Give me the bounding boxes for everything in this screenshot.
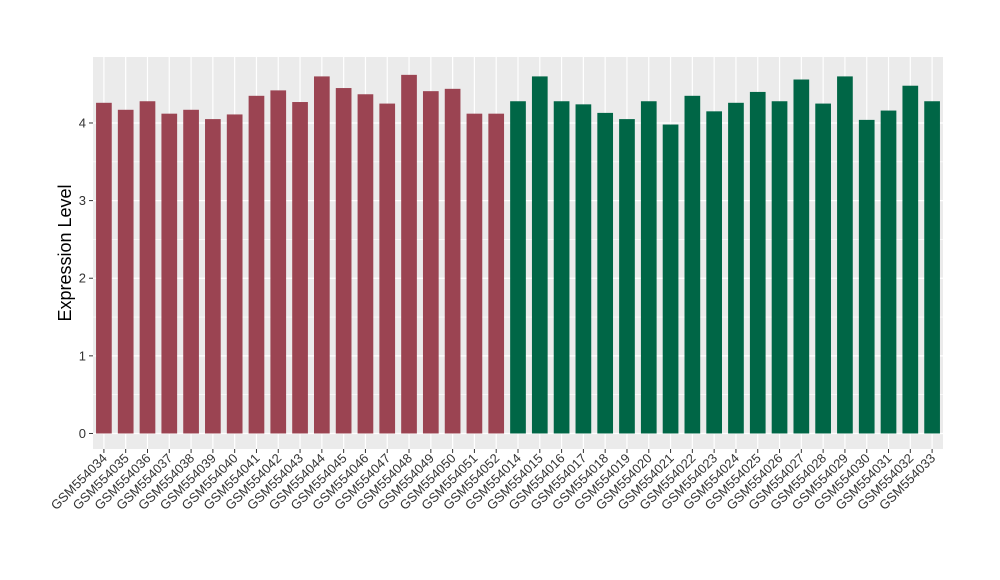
bar-GSM554042 bbox=[270, 90, 287, 434]
bar-GSM554017 bbox=[575, 104, 592, 434]
y-tick-label: 0 bbox=[79, 426, 86, 441]
bar-GSM554015 bbox=[531, 76, 548, 434]
bar-GSM554025 bbox=[749, 91, 766, 434]
bar-GSM554014 bbox=[510, 101, 526, 434]
y-axis-title: Expression Level bbox=[55, 184, 75, 321]
bar-GSM554038 bbox=[183, 109, 199, 434]
bar-GSM554051 bbox=[466, 113, 483, 434]
bar-GSM554045 bbox=[335, 88, 352, 434]
bar-GSM554052 bbox=[488, 113, 505, 434]
bars bbox=[96, 74, 940, 434]
bar-GSM554041 bbox=[248, 95, 265, 434]
bar-GSM554029 bbox=[837, 76, 853, 434]
bar-GSM554040 bbox=[226, 114, 243, 434]
bar-GSM554020 bbox=[640, 101, 657, 434]
bar-GSM554044 bbox=[314, 76, 330, 434]
bar-GSM554027 bbox=[793, 79, 810, 434]
bar-GSM554018 bbox=[597, 112, 614, 434]
bar-GSM554034 bbox=[96, 102, 112, 434]
bar-GSM554032 bbox=[902, 85, 919, 434]
bar-GSM554047 bbox=[379, 103, 396, 434]
y-tick-label: 4 bbox=[79, 115, 86, 130]
bar-GSM554039 bbox=[205, 119, 221, 434]
bar-GSM554033 bbox=[924, 101, 940, 434]
bar-GSM554022 bbox=[684, 95, 701, 434]
bar-GSM554036 bbox=[139, 101, 156, 434]
y-axis: 0 1 2 3 4 bbox=[79, 115, 93, 441]
y-tick-label: 1 bbox=[79, 348, 86, 363]
bar-GSM554049 bbox=[422, 91, 439, 434]
bar-GSM554030 bbox=[858, 119, 875, 434]
bar-GSM554026 bbox=[771, 101, 788, 434]
bar-GSM554035 bbox=[117, 109, 134, 434]
bar-GSM554021 bbox=[662, 124, 679, 434]
bar-GSM554023 bbox=[706, 111, 722, 434]
y-tick-label: 3 bbox=[79, 193, 86, 208]
bar-GSM554046 bbox=[357, 94, 374, 434]
bar-GSM554043 bbox=[292, 102, 308, 434]
bar-GSM554019 bbox=[619, 119, 635, 434]
bar-GSM554031 bbox=[880, 110, 897, 434]
x-axis: GSM554034GSM554035GSM554036GSM554037GSM5… bbox=[48, 449, 938, 513]
bar-GSM554024 bbox=[728, 102, 744, 434]
bar-GSM554050 bbox=[444, 88, 461, 434]
y-tick-label: 2 bbox=[79, 271, 86, 286]
bar-GSM554016 bbox=[553, 101, 570, 434]
bar-GSM554048 bbox=[401, 74, 417, 434]
bar-GSM554037 bbox=[161, 113, 178, 434]
bar-GSM554028 bbox=[815, 103, 831, 434]
